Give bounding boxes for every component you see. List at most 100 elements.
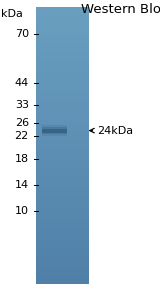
- Bar: [36, 54, 89, 55]
- Bar: [36, 48, 89, 49]
- Bar: [36, 177, 89, 178]
- Bar: [36, 140, 89, 141]
- Bar: [36, 162, 89, 163]
- Bar: [36, 206, 89, 207]
- Bar: [36, 265, 89, 266]
- Bar: [36, 130, 89, 131]
- Bar: [36, 138, 89, 139]
- Bar: [36, 193, 89, 194]
- Bar: [36, 72, 89, 73]
- Text: 14: 14: [15, 180, 29, 190]
- Bar: [36, 217, 89, 218]
- Bar: [36, 135, 89, 136]
- Bar: [36, 173, 89, 174]
- Bar: [36, 57, 89, 58]
- Bar: [36, 94, 89, 95]
- Bar: [36, 158, 89, 159]
- Text: Western Blot: Western Blot: [81, 3, 160, 16]
- Bar: [36, 274, 89, 275]
- Bar: [36, 192, 89, 193]
- Bar: [36, 155, 89, 156]
- Bar: [36, 235, 89, 236]
- Bar: [36, 70, 89, 71]
- Bar: [36, 273, 89, 274]
- Bar: [36, 107, 89, 108]
- Bar: [36, 226, 89, 227]
- Bar: [36, 24, 89, 25]
- Bar: [36, 83, 89, 84]
- Bar: [36, 102, 89, 103]
- Bar: [36, 240, 89, 241]
- Bar: [36, 281, 89, 282]
- Bar: [36, 245, 89, 246]
- Bar: [36, 133, 89, 134]
- Bar: [36, 260, 89, 261]
- Bar: [36, 236, 89, 237]
- Bar: [36, 53, 89, 54]
- Bar: [36, 175, 89, 176]
- Bar: [36, 211, 89, 212]
- Text: 18: 18: [15, 154, 29, 164]
- Bar: [36, 165, 89, 166]
- Bar: [36, 47, 89, 48]
- Bar: [36, 150, 89, 151]
- Bar: [36, 65, 89, 66]
- Bar: [36, 10, 89, 11]
- Bar: [36, 78, 89, 79]
- Bar: [36, 223, 89, 224]
- Bar: [36, 154, 89, 155]
- Bar: [36, 51, 89, 53]
- Bar: [36, 198, 89, 199]
- Bar: [36, 29, 89, 30]
- Bar: [36, 79, 89, 80]
- Bar: [36, 45, 89, 46]
- Bar: [36, 91, 89, 92]
- Bar: [36, 259, 89, 260]
- Bar: [36, 233, 89, 234]
- Bar: [36, 89, 89, 90]
- Bar: [36, 58, 89, 59]
- Bar: [36, 14, 89, 15]
- Bar: [36, 12, 89, 13]
- Bar: [36, 141, 89, 142]
- Bar: [36, 180, 89, 181]
- Bar: [36, 271, 89, 272]
- Bar: [36, 242, 89, 243]
- Bar: [36, 221, 89, 222]
- Bar: [36, 28, 89, 29]
- Bar: [36, 143, 89, 144]
- Bar: [36, 201, 89, 202]
- Bar: [36, 251, 89, 252]
- Bar: [36, 11, 89, 12]
- Bar: [36, 59, 89, 60]
- Bar: [36, 207, 89, 208]
- Bar: [36, 103, 89, 104]
- Text: 33: 33: [15, 100, 29, 110]
- Bar: [36, 105, 89, 106]
- Bar: [36, 69, 89, 70]
- Bar: [36, 32, 89, 33]
- Bar: [36, 137, 89, 138]
- Bar: [36, 115, 89, 116]
- Bar: [36, 21, 89, 22]
- Bar: [36, 174, 89, 175]
- Bar: [36, 232, 89, 233]
- Bar: [36, 71, 89, 72]
- Bar: [36, 190, 89, 191]
- Bar: [36, 136, 89, 137]
- Bar: [36, 73, 89, 74]
- Bar: [36, 246, 89, 247]
- Bar: [36, 241, 89, 242]
- Bar: [36, 168, 89, 169]
- Bar: [36, 50, 89, 51]
- Bar: [36, 49, 89, 50]
- Bar: [36, 22, 89, 23]
- Bar: [36, 19, 89, 20]
- Bar: [36, 266, 89, 267]
- Bar: [36, 31, 89, 32]
- Bar: [36, 60, 89, 61]
- Bar: [36, 123, 89, 125]
- Bar: [36, 195, 89, 196]
- Bar: [42, 125, 67, 136]
- Bar: [36, 26, 89, 27]
